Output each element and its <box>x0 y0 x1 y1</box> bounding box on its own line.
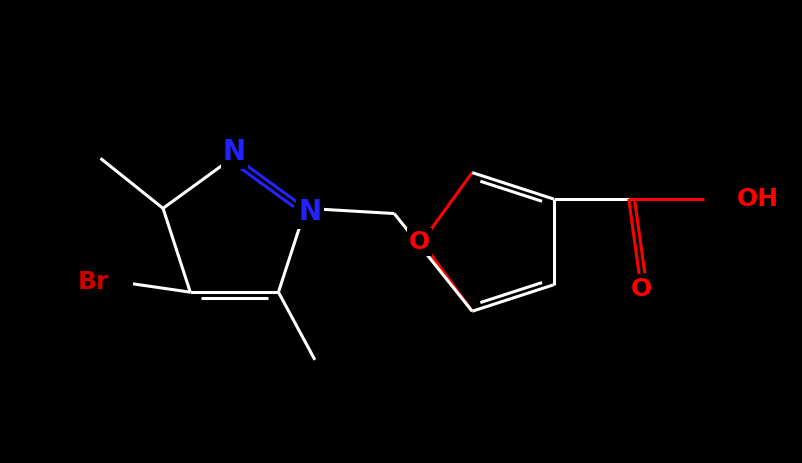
Text: N: N <box>298 199 322 226</box>
Text: OH: OH <box>737 187 780 211</box>
Text: Br: Br <box>78 270 109 294</box>
Text: O: O <box>409 230 431 254</box>
Text: N: N <box>223 138 246 166</box>
Text: O: O <box>630 276 652 300</box>
